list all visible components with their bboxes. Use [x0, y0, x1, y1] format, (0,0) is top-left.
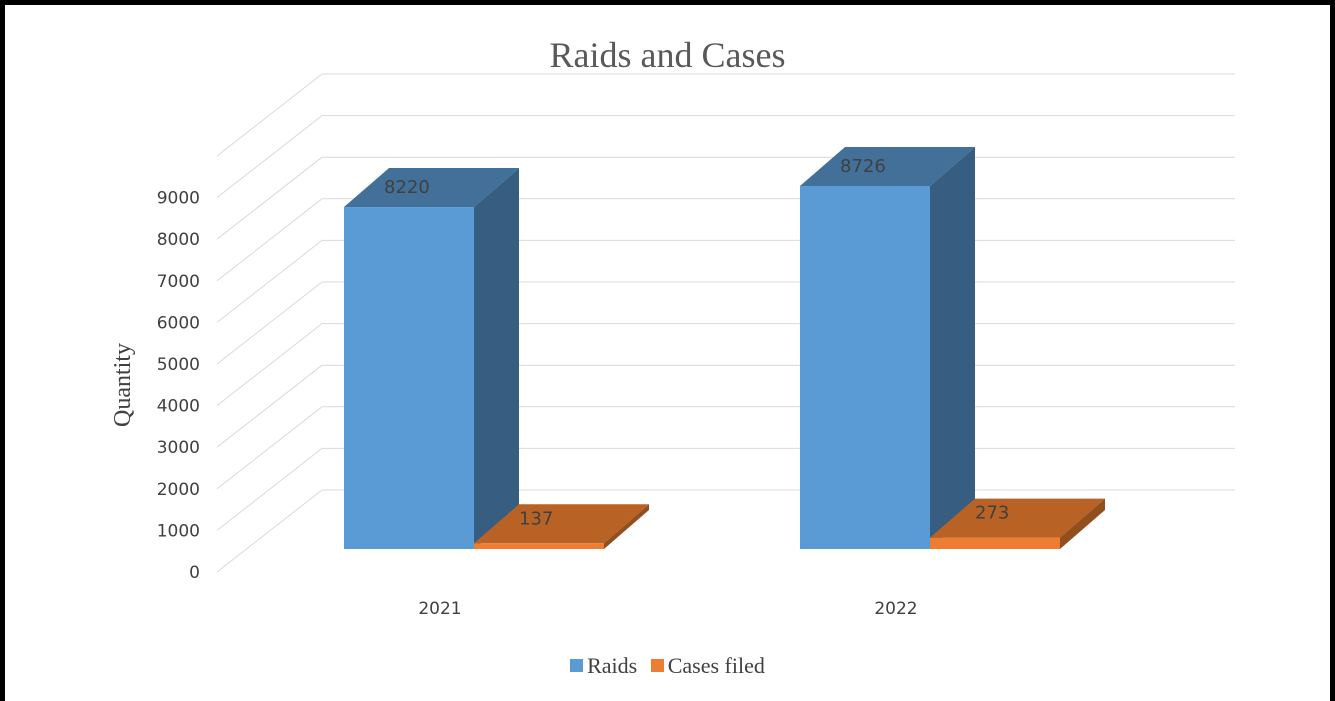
gridline-diagonal: [216, 406, 323, 490]
y-tick-label: 2000: [157, 480, 200, 500]
gridline-diagonal: [216, 115, 323, 198]
gridline-diagonal: [216, 448, 323, 531]
gridline-diagonal: [216, 73, 323, 157]
bar-side-face: [604, 504, 649, 549]
data-label-cases-filed-2022: 273: [975, 503, 1009, 524]
y-tick-label: 3000: [157, 438, 200, 458]
bar-top-face: [474, 504, 649, 544]
bar-cases-filed-2021: [474, 543, 604, 549]
gridline-diagonal: [216, 240, 323, 323]
y-tick-label: 0: [189, 563, 200, 583]
y-axis-label: Quantity: [110, 343, 136, 427]
data-label-raids-2022: 8726: [840, 156, 886, 177]
bar-raids-2022: [800, 185, 930, 549]
gridline-diagonal: [216, 198, 323, 282]
bar-raids-2021: [344, 207, 474, 549]
legend-item-cases-filed: Cases filed: [650, 652, 765, 679]
y-tick-label: 4000: [157, 397, 200, 417]
data-label-raids-2021: 8220: [384, 177, 430, 198]
x-tick-label-2022: 2022: [874, 599, 917, 619]
legend-label-raids: Raids: [587, 652, 638, 678]
chart-legend: Raids Cases filed: [0, 652, 1335, 679]
y-tick-label: 8000: [157, 230, 200, 250]
bar-top-face: [800, 146, 975, 186]
bar-cases-filed-2022: [930, 537, 1060, 549]
gridline-diagonal: [216, 489, 323, 573]
legend-swatch-raids: [570, 659, 584, 672]
bar-top-face: [930, 498, 1105, 538]
chart-title: Raids and Cases: [549, 35, 786, 75]
bar-side-face: [474, 168, 519, 549]
y-tick-label: 7000: [157, 272, 200, 292]
y-tick-label: 1000: [157, 521, 200, 541]
bar-top-face: [344, 168, 519, 208]
bar-side-face: [1060, 498, 1105, 549]
gridline-diagonal: [216, 323, 323, 406]
gridline-diagonal: [216, 364, 323, 448]
x-tick-label-2021: 2021: [418, 599, 461, 619]
y-tick-label: 9000: [157, 189, 200, 209]
legend-item-raids: Raids: [570, 653, 637, 679]
y-tick-label: 6000: [157, 313, 200, 333]
y-tick-label: 5000: [157, 355, 200, 375]
legend-swatch-cases-filed: [650, 659, 664, 672]
bar-side-face: [930, 146, 975, 549]
gridline-diagonal: [216, 156, 323, 240]
legend-label-cases-filed: Cases filed: [667, 652, 765, 678]
data-label-cases-filed-2021: 137: [519, 508, 553, 529]
gridline-diagonal: [216, 281, 323, 365]
